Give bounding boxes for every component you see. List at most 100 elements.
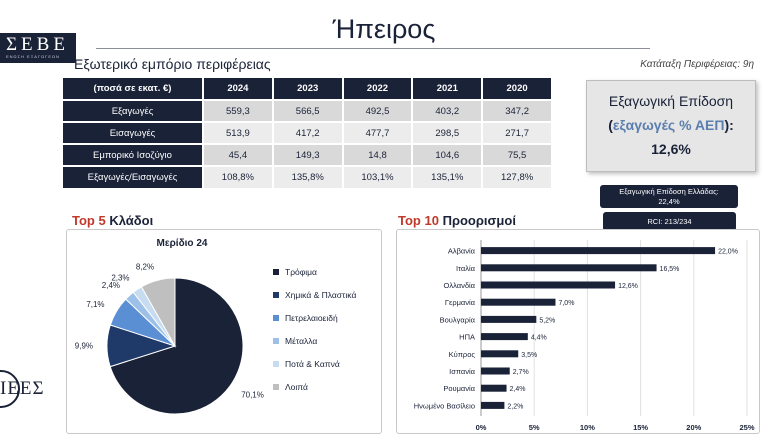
destination-value-label: 2,4% xyxy=(510,386,526,393)
table-cell: 127,8% xyxy=(482,165,553,188)
destination-bar xyxy=(481,298,556,306)
x-tick-label: 0% xyxy=(476,423,487,432)
destination-label: Αλβανία xyxy=(448,247,476,256)
pie-legend: Τρόφιμα Χημικά & Πλαστικά Πετρελαιοειδή Μέτ… xyxy=(273,260,356,398)
destination-label: Ιταλία xyxy=(456,264,476,273)
trade-table-header: (ποσά σε εκατ. €) 2024 2023 2022 2021 20… xyxy=(63,78,553,100)
destinations-heading-text: Προορισμοί xyxy=(442,213,516,228)
table-cell: 108,8% xyxy=(203,165,274,188)
pie-slice-label: 7,1% xyxy=(86,300,104,309)
intensity-paren-open: ( xyxy=(608,117,613,133)
intensity-value: 12,6% xyxy=(651,141,691,157)
logo-tagline: ΕΝΩΣΗ ΕΞΑΓΩΓΕΩΝ xyxy=(6,54,60,59)
x-tick-label: 20% xyxy=(686,423,701,432)
pie-slice-label: 70,1% xyxy=(241,390,264,399)
pie-slice-label: 2,4% xyxy=(102,281,120,290)
destination-bar xyxy=(481,333,528,341)
greece-intensity-badge: Εξαγωγική Επίδοση Ελλάδας: 22,4% xyxy=(600,185,738,208)
legend-swatch xyxy=(273,337,279,344)
destination-bar xyxy=(481,401,505,409)
x-tick-label: 15% xyxy=(633,423,648,432)
destination-label: Ρουμανία xyxy=(443,384,475,393)
destination-label: Κύπρος xyxy=(449,350,476,359)
destination-bar xyxy=(481,315,537,323)
destination-value-label: 2,7% xyxy=(513,369,529,376)
table-cell: 513,9 xyxy=(203,121,274,144)
year-header: 2022 xyxy=(342,78,414,100)
x-tick-label: 10% xyxy=(580,423,595,432)
legend-label: Τρόφιμα xyxy=(285,266,317,277)
destination-value-label: 5,2% xyxy=(539,317,555,324)
table-cell: 14,8 xyxy=(342,143,414,166)
table-cell: 559,3 xyxy=(203,99,274,122)
table-cell: 298,5 xyxy=(412,121,484,144)
destination-value-label: 22,0% xyxy=(718,249,738,256)
legend-swatch xyxy=(273,360,279,367)
legend-label: Λοιπά xyxy=(285,381,308,392)
table-cell: 403,2 xyxy=(412,99,484,122)
row-label: Εισαγωγές xyxy=(63,121,204,144)
intensity-paren-close: ): xyxy=(724,117,734,133)
pie-title: Μερίδιο 24 xyxy=(156,238,208,249)
destinations-bar-panel: 0% 5% 10% 15% 20% 25% Αλβανία 22,0% Ιταλία 16,5% Ο… xyxy=(396,229,760,434)
legend-item: Πετρελαιοειδή xyxy=(273,306,356,329)
destination-bar xyxy=(481,367,510,375)
destination-value-label: 2,2% xyxy=(507,403,523,410)
legend-swatch xyxy=(273,383,279,390)
table-cell: 75,5 xyxy=(482,143,553,166)
title-divider xyxy=(96,48,650,49)
destination-label: Βουλγαρία xyxy=(440,315,476,324)
legend-swatch xyxy=(273,268,279,275)
pie-slice-label: 2,3% xyxy=(111,274,129,283)
legend-item: Μέταλλα xyxy=(273,329,356,352)
logo-text: ΣΕΒΕ xyxy=(6,34,69,55)
destinations-heading-top: Top 10 xyxy=(398,213,439,228)
rci-badge: RCI: 213/234 xyxy=(603,212,736,231)
pie-slice xyxy=(140,277,176,348)
sectors-pie-panel: Μερίδιο 24 70,1% 9,9% 7,1% 2,4% 2,3% 8,2% Τρό… xyxy=(66,229,382,434)
destination-label: Ισπανία xyxy=(449,367,476,376)
legend-label: Ποτά & Καπνά xyxy=(285,358,340,369)
destination-label: ΗΠΑ xyxy=(459,333,475,342)
table-cell: 135,1% xyxy=(412,165,484,188)
sectors-heading-top: Top 5 xyxy=(72,213,106,228)
table-cell: 492,5 xyxy=(342,99,414,122)
table-cell: 417,2 xyxy=(272,121,344,144)
intensity-title: Εξαγωγική Επίδοση xyxy=(608,93,734,109)
intensity-subtitle: (εξαγωγές % ΑΕΠ): xyxy=(587,117,755,133)
section-title: Εξωτερικό εμπόριο περιφέρειας xyxy=(74,56,271,72)
table-cell: 104,6 xyxy=(412,143,484,166)
trade-table: (ποσά σε εκατ. €) 2024 2023 2022 2021 20… xyxy=(63,78,553,188)
legend-item: Χημικά & Πλαστικά xyxy=(273,283,356,306)
table-cell: 103,1% xyxy=(342,165,414,188)
legend-label: Μέταλλα xyxy=(285,335,318,346)
year-header: 2024 xyxy=(203,78,274,100)
row-label: Εξαγωγές xyxy=(63,99,204,122)
table-cell: 149,3 xyxy=(272,143,344,166)
x-tick-label: 25% xyxy=(739,423,754,432)
year-header: 2020 xyxy=(482,78,553,100)
row-label: Εμπορικό Ισοζύγιο xyxy=(63,143,204,166)
table-cell: 135,8% xyxy=(272,165,344,188)
table-row: Εξαγωγές 559,3 566,5 492,5 403,2 347,2 xyxy=(63,99,553,122)
table-corner: (ποσά σε εκατ. €) xyxy=(63,78,204,100)
sectors-pie-chart: 70,1% 9,9% 7,1% 2,4%2,3% 8,2% xyxy=(75,263,264,415)
greece-intensity-label: Εξαγωγική Επίδοση Ελλάδας: xyxy=(619,187,719,196)
table-cell: 45,4 xyxy=(203,143,274,166)
year-header: 2021 xyxy=(412,78,484,100)
page-title: Ήπειρος xyxy=(332,14,436,44)
pie-slice xyxy=(109,277,244,415)
pie-slice-label: 9,9% xyxy=(75,342,93,351)
ieeS-logo-text: ΙΕΕΣ xyxy=(0,378,45,399)
table-cell: 347,2 xyxy=(482,99,553,122)
legend-swatch xyxy=(273,314,279,321)
destination-bar xyxy=(481,247,716,255)
destination-value-label: 12,6% xyxy=(618,283,638,290)
legend-label: Πετρελαιοειδή xyxy=(285,312,338,323)
destinations-heading: Top 10 Προορισμοί xyxy=(398,213,516,228)
row-label: Εξαγωγές/Εισαγωγές xyxy=(63,165,204,188)
table-row: Εμπορικό Ισοζύγιο 45,4 149,3 14,8 104,6 … xyxy=(63,143,553,166)
export-intensity-box: Εξαγωγική Επίδοση (εξαγωγές % ΑΕΠ): 12,6… xyxy=(586,80,756,172)
table-cell: 271,7 xyxy=(482,121,553,144)
destination-bar xyxy=(481,281,616,289)
